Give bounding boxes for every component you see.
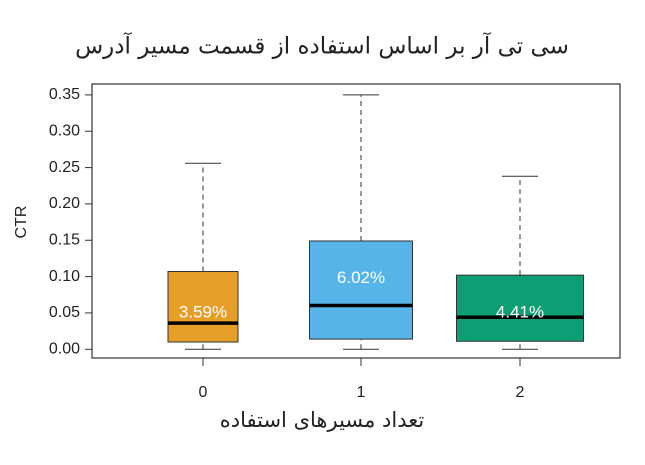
x-axis-label: تعداد مسیرهای استفاده bbox=[220, 408, 425, 432]
box bbox=[167, 271, 239, 343]
y-tick-label: 0.30 bbox=[49, 122, 80, 139]
y-tick-label: 0.20 bbox=[49, 195, 80, 212]
value-label: 4.41% bbox=[496, 303, 544, 322]
x-tick-label: 0 bbox=[199, 384, 208, 401]
value-label: 3.59% bbox=[179, 303, 227, 322]
box bbox=[456, 274, 584, 342]
y-tick-label: 0.00 bbox=[49, 340, 80, 357]
x-tick-label: 2 bbox=[516, 384, 525, 401]
y-tick-label: 0.10 bbox=[49, 268, 80, 285]
value-label: 6.02% bbox=[337, 268, 385, 287]
y-tick-label: 0.15 bbox=[49, 231, 80, 248]
y-tick-label: 0.05 bbox=[49, 304, 80, 321]
box bbox=[309, 240, 413, 340]
x-tick-label: 1 bbox=[357, 384, 366, 401]
y-tick-label: 0.25 bbox=[49, 159, 80, 176]
chart-title: سی تی آر بر اساس استفاده از قسمت مسیر آد… bbox=[75, 32, 569, 60]
y-tick-label: 0.35 bbox=[49, 86, 80, 103]
y-axis-label: CTR bbox=[13, 206, 30, 239]
